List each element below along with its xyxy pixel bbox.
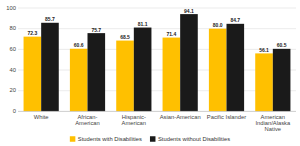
grid-line bbox=[18, 28, 296, 29]
bar bbox=[70, 49, 88, 112]
chart: 0 20 40 60 80 100 72.3 60.6 68.5 71.4 80.0 56.1 85.7… bbox=[0, 0, 300, 146]
x-tick-label: Hispanic-American bbox=[122, 114, 146, 126]
data-label: 75.7 bbox=[91, 27, 101, 33]
data-label: 84.7 bbox=[230, 17, 240, 23]
x-axis-line bbox=[18, 111, 296, 112]
data-label: 72.3 bbox=[27, 30, 37, 36]
bar bbox=[41, 23, 59, 112]
legend-label: Students with Disabilities bbox=[78, 136, 142, 142]
data-label: 81.1 bbox=[138, 21, 148, 27]
data-label: 85.7 bbox=[45, 16, 55, 22]
chart-container: 0 20 40 60 80 100 72.3 60.6 68.5 71.4 80.0 56.1 85.7… bbox=[0, 0, 300, 146]
grid-line bbox=[18, 49, 296, 50]
data-label: 80.0 bbox=[213, 22, 223, 28]
bar bbox=[273, 49, 291, 112]
bar bbox=[24, 37, 42, 112]
legend-label: Students without Disabilities bbox=[158, 136, 230, 142]
bar bbox=[209, 29, 227, 112]
x-tick-label: White bbox=[34, 114, 49, 120]
grid-line bbox=[18, 111, 296, 112]
x-tick-label: Asian-American bbox=[160, 114, 201, 120]
legend: Students with Disabilities Students witho… bbox=[70, 136, 230, 142]
y-tick-label: 0 bbox=[13, 108, 16, 114]
bar bbox=[88, 33, 106, 111]
bar bbox=[116, 41, 134, 112]
y-tick-label: 80 bbox=[10, 25, 16, 31]
x-tick-label: AmericanIndian/AlaskaNative bbox=[255, 114, 291, 132]
y-tick-label: 60 bbox=[10, 46, 16, 52]
bar bbox=[163, 38, 181, 112]
grid bbox=[18, 8, 296, 111]
grid-line bbox=[18, 8, 296, 9]
data-label: 94.1 bbox=[184, 8, 194, 14]
bar bbox=[134, 28, 152, 112]
y-tick-label: 20 bbox=[10, 87, 16, 93]
data-label: 60.5 bbox=[277, 42, 287, 48]
y-tick-label: 40 bbox=[10, 67, 16, 73]
x-tick-label: African-American bbox=[75, 114, 99, 126]
grid-line bbox=[18, 90, 296, 91]
bar bbox=[227, 24, 245, 112]
data-label: 68.5 bbox=[120, 34, 130, 40]
legend-swatch bbox=[150, 136, 156, 142]
data-label: 71.4 bbox=[166, 31, 176, 37]
bars bbox=[24, 14, 291, 111]
data-label: 56.1 bbox=[259, 47, 269, 53]
x-tick-label: Pacific Islander bbox=[207, 114, 246, 120]
data-label: 60.6 bbox=[74, 42, 84, 48]
legend-swatch bbox=[70, 136, 76, 142]
bar bbox=[255, 53, 273, 111]
y-tick-label: 100 bbox=[6, 5, 16, 11]
page: {"chart_data": {"type": "bar", "categori… bbox=[0, 0, 300, 146]
bar bbox=[180, 14, 198, 111]
grid-line bbox=[18, 70, 296, 71]
data-labels: 72.3 60.6 68.5 71.4 80.0 56.1 85.7 75.7 81.1 94.1… bbox=[27, 8, 286, 53]
